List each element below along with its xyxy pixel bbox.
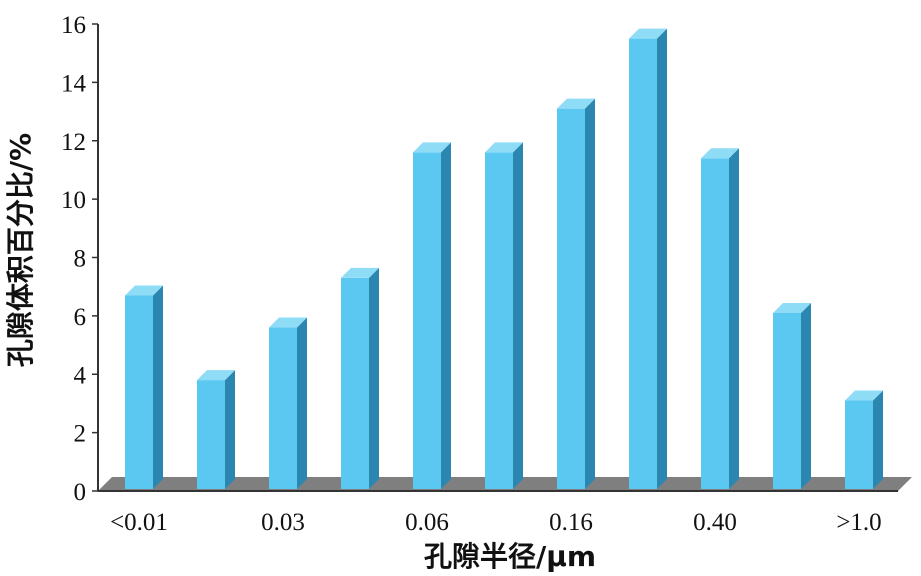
bar [413,142,451,490]
bar [845,390,883,489]
bar-front [197,380,225,489]
y-tick-label: 10 [61,187,86,214]
bar-front [413,152,441,490]
y-tick-label: 4 [74,362,87,389]
y-tick-label: 16 [61,12,86,39]
bar-side [369,267,379,489]
y-axis-ticks: 0 2 4 6 8 10 12 14 16 [61,12,98,506]
bar-side [585,98,595,490]
bar [773,302,811,489]
bar-front [485,152,513,490]
bar [629,28,667,489]
bar-top [413,142,451,153]
bar-side [153,285,163,489]
bar-side [729,148,739,489]
bar-front [701,158,729,489]
y-tick-label: 12 [61,129,86,156]
x-axis-ticks: <0.01 0.03 0.06 0.16 0.40 >1.0 [110,509,882,536]
bar-front [557,108,585,490]
y-axis-title: 孔隙体积百分比/% [4,133,37,367]
bar [125,285,163,489]
x-tick-label: 0.40 [693,509,737,536]
x-tick-label: 0.06 [405,509,449,536]
bar-side [513,142,523,490]
bar-side [297,317,307,489]
bar-top [125,285,163,296]
bar [557,98,595,490]
bar-front [773,312,801,489]
bar [701,148,739,489]
bar [269,317,307,489]
bar-side [873,390,883,489]
bar-top [341,267,379,278]
x-axis-title: 孔隙半径/μm [424,540,596,573]
bar [341,267,379,489]
y-tick-label: 6 [74,304,87,331]
bar-top [773,302,811,313]
bar-side [801,302,811,489]
bar [485,142,523,490]
x-tick-label: 0.16 [549,509,593,536]
y-tick-label: 8 [74,246,87,273]
bar [197,370,235,489]
bar-side [441,142,451,490]
bar-series [125,28,883,490]
bar-front [125,295,153,489]
bar-side [657,28,667,489]
bar-top [629,28,667,39]
bar-top [845,390,883,401]
x-tick-label: >1.0 [836,509,881,536]
bar-top [269,317,307,328]
bar-top [557,98,595,109]
bar-front [269,327,297,489]
bar-side [225,370,235,489]
x-tick-label: 0.03 [261,509,305,536]
bar-front [845,400,873,489]
y-tick-label: 0 [74,479,87,506]
bar-front [341,277,369,489]
bar-front [629,38,657,489]
bar-top [197,370,235,381]
y-tick-label: 14 [61,70,87,97]
bar-top [485,142,523,153]
bar-top [701,148,739,159]
y-tick-label: 2 [74,421,87,448]
x-tick-label: <0.01 [110,509,168,536]
